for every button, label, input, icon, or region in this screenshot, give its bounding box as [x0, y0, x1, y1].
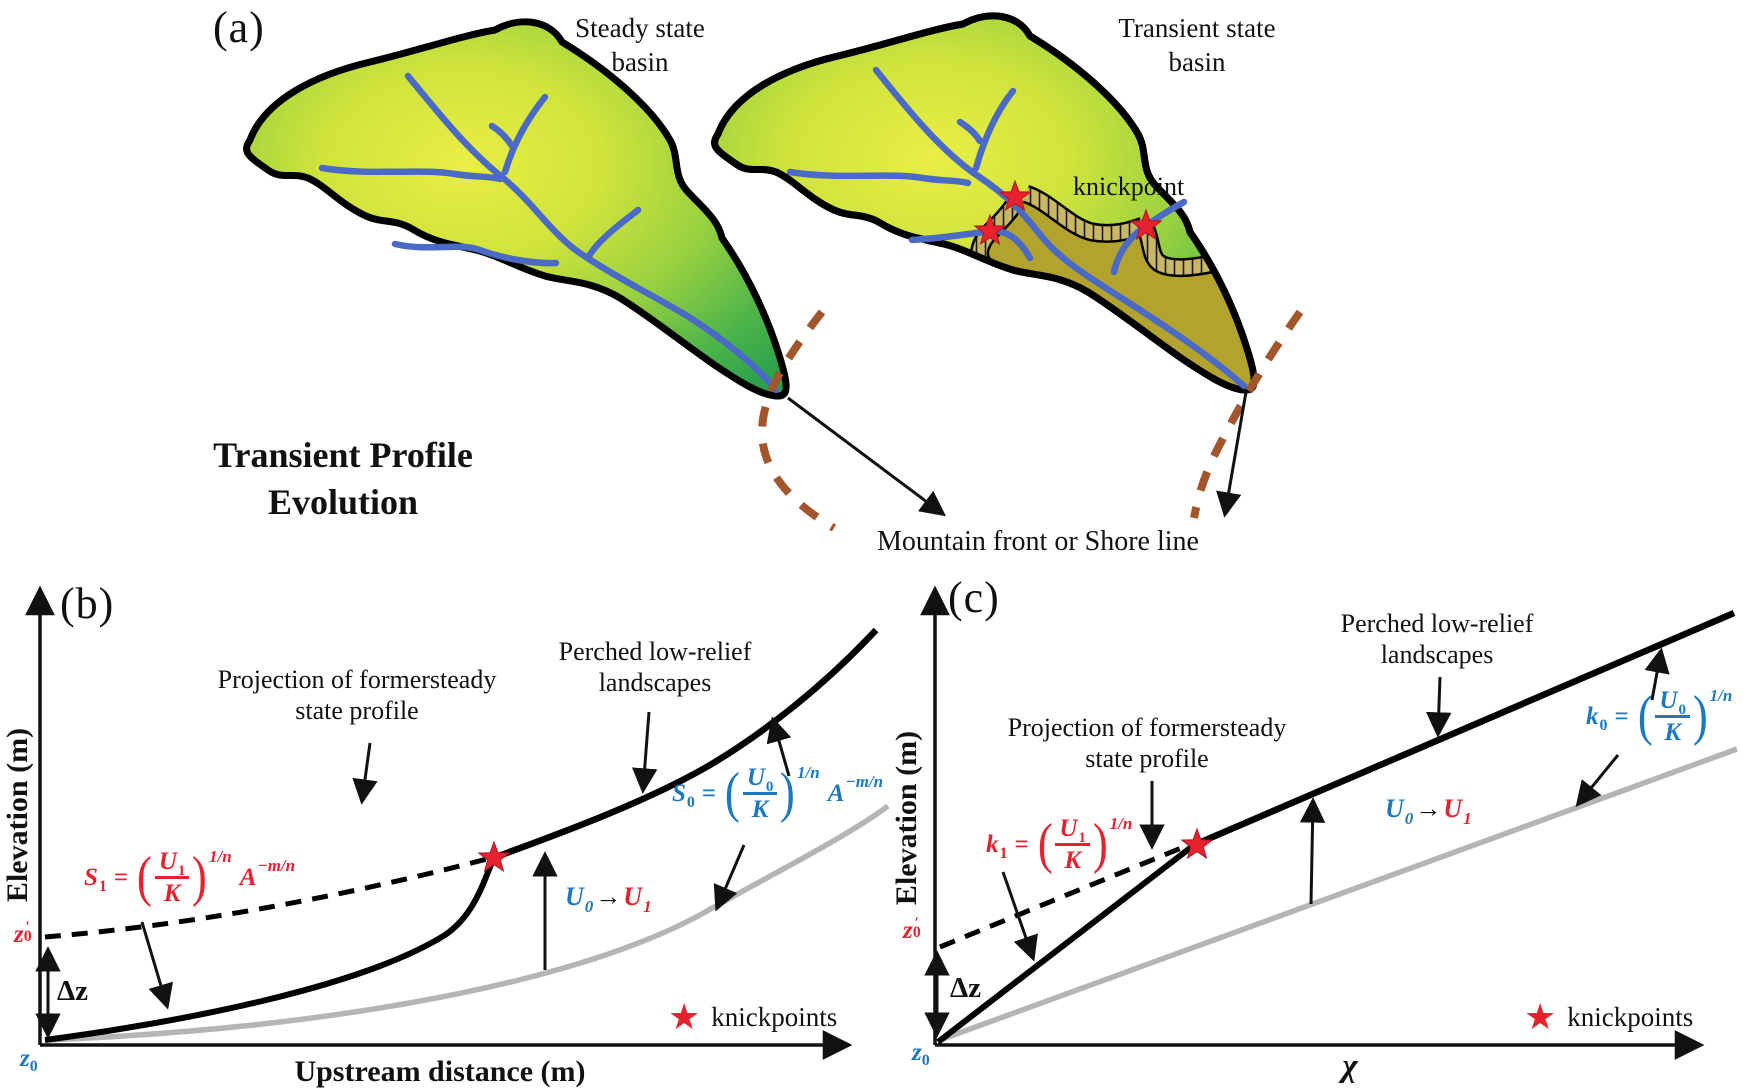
transient-basin-caption: Transient state basin — [1118, 13, 1276, 77]
knickpoints-legend: ★ knickpoints — [668, 997, 838, 1038]
mountain-front-dashed-line — [757, 309, 1304, 532]
panel-b-plot — [25, 585, 890, 1060]
relict-profile-upper — [491, 627, 879, 862]
figure-title: Transient Profile Evolution — [213, 435, 473, 522]
panel-b-x-axis-label: Upstream distance (m) — [294, 1055, 586, 1088]
perched-landscape-label: Perched low-relief landscapes — [558, 637, 752, 698]
panel-c-y-axis-label: Elevation (m) — [890, 730, 923, 906]
knickpoint-star — [478, 841, 510, 872]
knickpoints-legend-label: knickpoints — [1567, 1002, 1694, 1032]
projection-label: Projection of formersteady state profile — [1007, 713, 1287, 774]
knickpoint-label: knickpoint — [1073, 172, 1185, 201]
steady-basin-caption: Steady state basin — [575, 13, 705, 77]
z0-prime-label: z ′ 0 — [14, 918, 32, 948]
perched-landscape-label: Perched low-relief landscapes — [1340, 609, 1534, 670]
annotation-arrows — [35, 711, 792, 1039]
projected-former-profile-dashed — [44, 856, 488, 940]
knickpoint-star-icon: ★ — [668, 997, 701, 1038]
panel-c-plot — [920, 585, 1738, 1060]
panel-c-x-axis-label: χ — [1342, 1048, 1358, 1084]
projected-former-profile-dashed — [939, 843, 1187, 950]
projection-label: Projection of formersteady state profile — [217, 665, 497, 726]
outlet-pointer-arrow — [787, 391, 1248, 518]
transient-profile-steep — [936, 842, 1196, 1045]
knickpoints-legend-label: knickpoints — [711, 1002, 838, 1032]
annotation-arrows — [924, 647, 1670, 1038]
steady-state-profile-gray — [939, 746, 1738, 1043]
river-network — [786, 66, 1248, 390]
delta-z-label: Δz — [57, 975, 89, 1007]
relict-profile-upper — [1192, 610, 1736, 848]
panel-b-y-axis-label: Elevation (m) — [1, 727, 34, 903]
steady-state-basin — [247, 22, 787, 396]
delta-z-label: Δz — [950, 972, 982, 1004]
knickpoints-legend: ★ knickpoints — [1524, 997, 1694, 1038]
panel-a-label: (a) — [213, 3, 265, 52]
steady-state-profile-gray — [44, 803, 890, 1043]
mountain-front-label: Mountain front or Shore line — [877, 526, 1199, 557]
z0-prime-label: z ′ 0 — [903, 914, 921, 944]
panel-b-label: (b) — [60, 579, 115, 628]
knickpoint-star-icon: ★ — [1524, 997, 1557, 1038]
panel-c-label: (c) — [948, 573, 1000, 622]
transient-profile-lower — [44, 860, 495, 1043]
river-network — [318, 72, 780, 394]
